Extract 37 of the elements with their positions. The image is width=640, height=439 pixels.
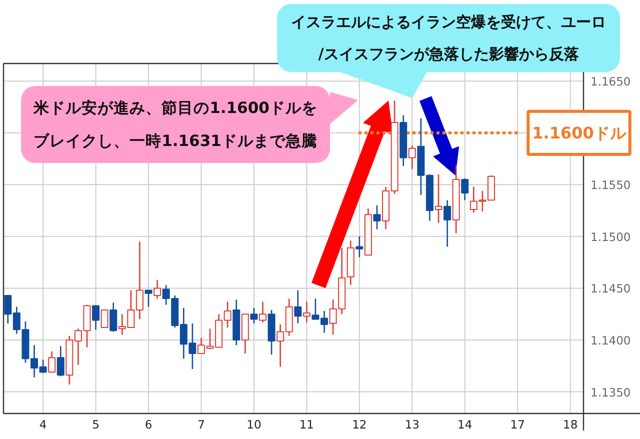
x-tick-label: 12	[352, 418, 367, 432]
annotation: 米ドル安が進み、節目の1.1600ドルをブレイクし、一時1.1631ドルまで急騰	[32, 98, 318, 150]
y-tick-label: 1.1350	[590, 385, 631, 400]
x-tick-label: 5	[92, 418, 100, 432]
candlestick	[444, 200, 452, 248]
x-tick-label: 11	[299, 418, 314, 432]
candlestick	[250, 307, 258, 324]
candlestick	[373, 204, 381, 230]
candlestick	[56, 346, 64, 377]
y-tick-label: 1.1500	[590, 230, 631, 244]
x-tick-label: 14	[458, 418, 472, 432]
candlestick	[408, 144, 416, 170]
y-tick-label: 1.1450	[590, 282, 631, 296]
x-tick-label: 6	[144, 418, 152, 432]
y-tick-label: 1.1550	[590, 178, 631, 192]
candlestick	[434, 174, 442, 224]
y-tick-label: 1.1650	[590, 74, 631, 89]
candlestick	[461, 178, 469, 201]
x-tick-label: 17	[510, 418, 525, 432]
ref-line-label: 1.1600ドル	[532, 123, 627, 142]
x-tick-label: 7	[198, 418, 205, 432]
candlestick	[92, 305, 100, 330]
candlestick	[258, 301, 266, 324]
candlestick	[100, 309, 108, 328]
x-tick-label: 13	[404, 418, 420, 432]
candlestick	[356, 236, 364, 258]
candlestick	[144, 290, 152, 308]
x-tick-label: 4	[39, 418, 47, 432]
x-tick-label: 10	[246, 418, 262, 432]
text: イスラエルによるイラン空爆を受けて、ユーロ/スイスフランが急落した影響から反落	[291, 13, 606, 63]
candlestick	[294, 290, 302, 324]
candlestick	[302, 301, 310, 324]
candlestick	[110, 302, 118, 332]
x-tick-label: 18	[563, 418, 578, 432]
candlestick	[154, 279, 162, 300]
y-tick-label: 1.1400	[590, 333, 631, 348]
candlestick	[48, 350, 56, 373]
